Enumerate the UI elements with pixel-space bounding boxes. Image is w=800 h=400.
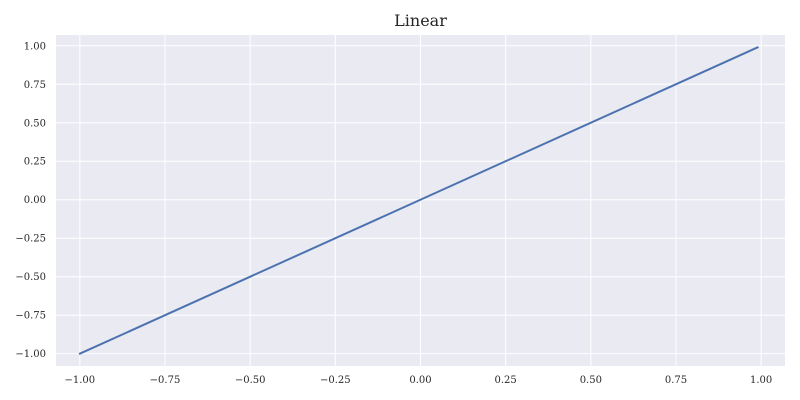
y-tick-label: 0.50: [24, 118, 46, 129]
x-tick-label: 0.00: [409, 375, 431, 386]
x-tick-label: −0.75: [150, 375, 181, 386]
y-tick-label: −0.50: [15, 272, 46, 283]
x-tick-label: −1.00: [65, 375, 96, 386]
y-tick-label: 0.25: [24, 157, 46, 168]
x-tick-label: 0.50: [580, 375, 602, 386]
chart-title: Linear: [394, 11, 447, 30]
x-axis: −1.00 −0.75 −0.50 −0.25 0.00 0.25 0.50 0.75 1.00: [65, 375, 773, 386]
y-tick-label: 0.00: [24, 195, 46, 206]
x-tick-label: 1.00: [750, 375, 772, 386]
y-tick-label: 1.00: [24, 41, 46, 52]
y-tick-label: 0.75: [24, 80, 46, 91]
y-axis: 1.00 0.75 0.50 0.25 0.00 −0.25 −0.50 −0.75 −1.00: [15, 41, 46, 360]
x-tick-label: −0.50: [235, 375, 266, 386]
y-tick-label: −1.00: [15, 349, 46, 360]
x-tick-label: −0.25: [320, 375, 351, 386]
series-line: [78, 46, 759, 355]
x-tick-label: 0.75: [665, 375, 687, 386]
series-layer: [78, 46, 759, 355]
x-tick-label: 0.25: [495, 375, 517, 386]
y-tick-label: −0.75: [15, 311, 46, 322]
y-tick-label: −0.25: [15, 234, 46, 245]
